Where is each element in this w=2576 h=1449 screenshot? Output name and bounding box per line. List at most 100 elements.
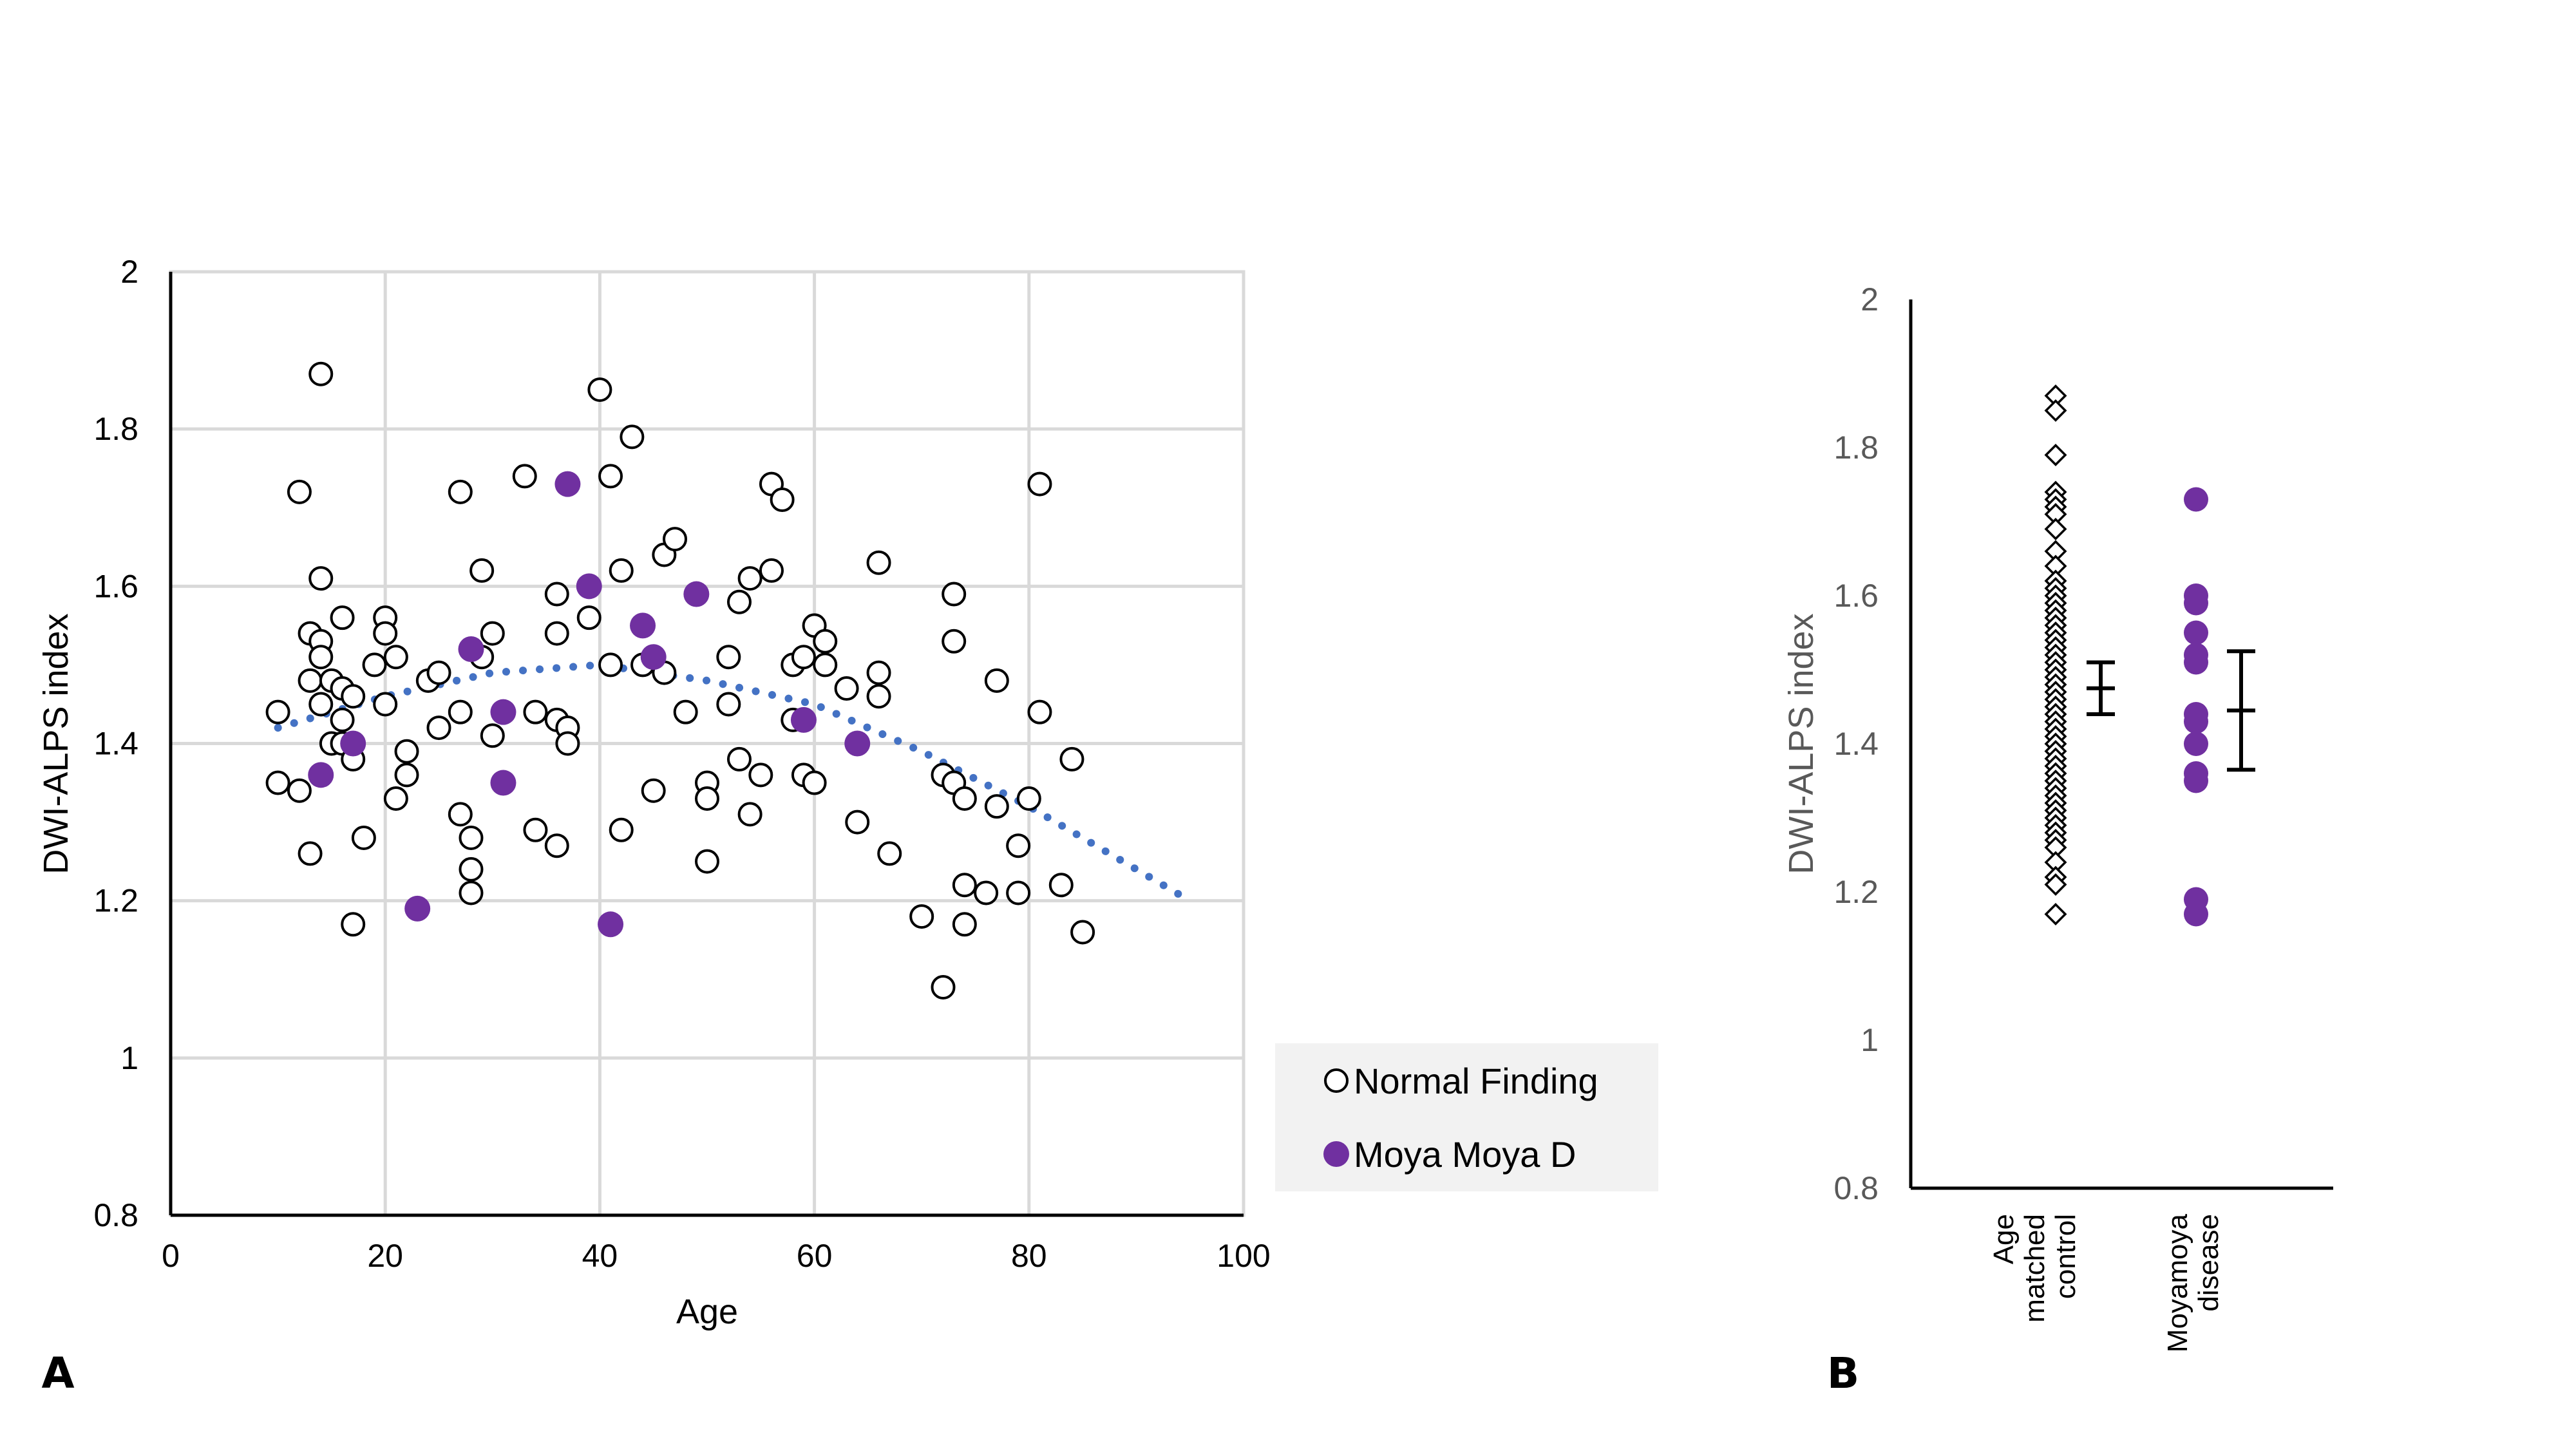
panel-b-y-ticks: 0.8 1 1.2 1.4 1.6 1.8 2 [1833,281,1879,1206]
normal-data-point [663,527,688,552]
category-label-line: matched [2019,1214,2050,1323]
moyamoya-data-point [683,581,710,607]
normal-data-point [673,699,698,724]
normal-data-point [383,786,408,811]
normal-data-point [598,464,623,489]
moyamoya-data-point [2184,732,2208,756]
normal-data-point [308,361,334,386]
normal-data-point [265,770,290,795]
normal-data-point [544,833,569,858]
normal-data-point [448,479,473,504]
normal-data-point [587,377,612,402]
normal-data-point [984,668,1009,693]
normal-data-point [351,826,376,850]
x-tick-label: 20 [367,1238,403,1274]
moyamoya-data-point [554,471,581,497]
moyamoya-data-point [640,644,667,670]
normal-data-point [298,668,323,693]
normal-data-point [845,810,870,835]
normal-data-point [459,880,484,905]
normal-data-point [620,424,645,450]
panel-a-normal-series [265,361,1095,999]
y-tick-label: 1 [120,1040,138,1076]
x-tick-label: 0 [162,1238,180,1274]
y-tick-label: 1.2 [1833,874,1879,910]
normal-data-point [834,676,859,701]
moyamoya-data-point [340,730,366,757]
y-tick-label: 1.8 [1833,430,1879,466]
legend-moyamoya-label: Moya Moya D [1354,1134,1576,1175]
normal-data-point [737,802,762,827]
panel-b-moyamoya-series [2184,487,2208,927]
normal-data-point [641,778,666,803]
normal-data-point [576,605,601,630]
normal-data-point [598,652,623,677]
y-tick-label: 1.6 [1833,578,1879,614]
panel-a-y-axis-label: DWI-ALPS index [37,613,75,874]
panel-b-chart: 0.8 1 1.2 1.4 1.6 1.8 2 DWI-ALPS index Age mat… [1782,281,2333,1398]
moyamoya-data-point [790,706,817,733]
y-tick-label: 2 [120,254,138,290]
x-tick-label: 80 [1011,1238,1047,1274]
normal-data-point [308,692,334,717]
normal-data-point [942,629,967,654]
moyamoya-data-point [2184,709,2208,734]
normal-data-point [952,912,977,937]
normal-data-point [523,817,548,842]
normal-data-point [1059,746,1084,772]
category-label-line: Age [1988,1214,2020,1264]
moyamoya-data-point [490,770,516,796]
panel-b-category-moyamoya: Moyamoya disease [2162,1213,2224,1352]
y-tick-label: 1.4 [1833,726,1879,762]
control-data-point [2044,903,2067,925]
y-tick-label: 1.4 [93,726,138,762]
moyamoya-data-point [404,895,431,922]
normal-data-point [341,912,366,937]
panel-a-letter: A [41,1349,74,1398]
normal-data-point [770,488,795,513]
normal-data-point [866,550,891,575]
normal-data-point [609,558,634,583]
normal-data-point [974,880,999,905]
panel-a-y-ticks: 0.8 1 1.2 1.4 1.6 1.8 2 [93,254,138,1233]
moyamoya-data-point [490,699,516,725]
moyamoya-data-point [2184,487,2208,512]
normal-data-point [394,762,419,788]
moyamoya-data-point [844,730,871,757]
normal-data-point [341,684,366,709]
normal-data-point [1027,471,1052,497]
normal-data-point [265,699,290,724]
normal-data-point [813,652,838,677]
y-tick-label: 0.8 [1833,1170,1879,1206]
normal-data-point [512,464,537,489]
y-tick-label: 1.8 [93,411,138,447]
category-label-line: control [2050,1214,2081,1299]
panel-a-chart: 0.8 1 1.2 1.4 1.6 1.8 2 0 20 40 60 80 100 Age DWI-A… [37,254,1658,1398]
panel-b-error-bars [2087,649,2255,772]
normal-data-point [695,786,719,811]
normal-data-point [287,778,312,803]
normal-data-point [952,786,977,811]
normal-data-point [448,802,473,827]
panel-a-x-axis-label: Age [676,1293,738,1331]
normal-data-point [1016,786,1041,811]
normal-data-point [737,566,762,591]
normal-data-point [1027,699,1052,724]
normal-data-point [748,762,773,788]
control-data-point [2044,873,2067,896]
control-data-point [2044,518,2067,540]
normal-data-point [373,621,398,646]
panel-b-letter: B [1827,1349,1859,1398]
normal-data-point [459,826,484,850]
moyamoya-data-point [2184,768,2208,793]
normal-data-point [726,746,752,772]
legend-box [1275,1043,1658,1191]
control-data-point [2044,444,2067,466]
y-tick-label: 2 [1861,281,1879,317]
y-tick-label: 1.6 [93,568,138,604]
normal-data-point [791,645,816,670]
normal-data-point [426,660,451,685]
normal-data-point [759,558,784,583]
normal-data-point [394,739,419,764]
